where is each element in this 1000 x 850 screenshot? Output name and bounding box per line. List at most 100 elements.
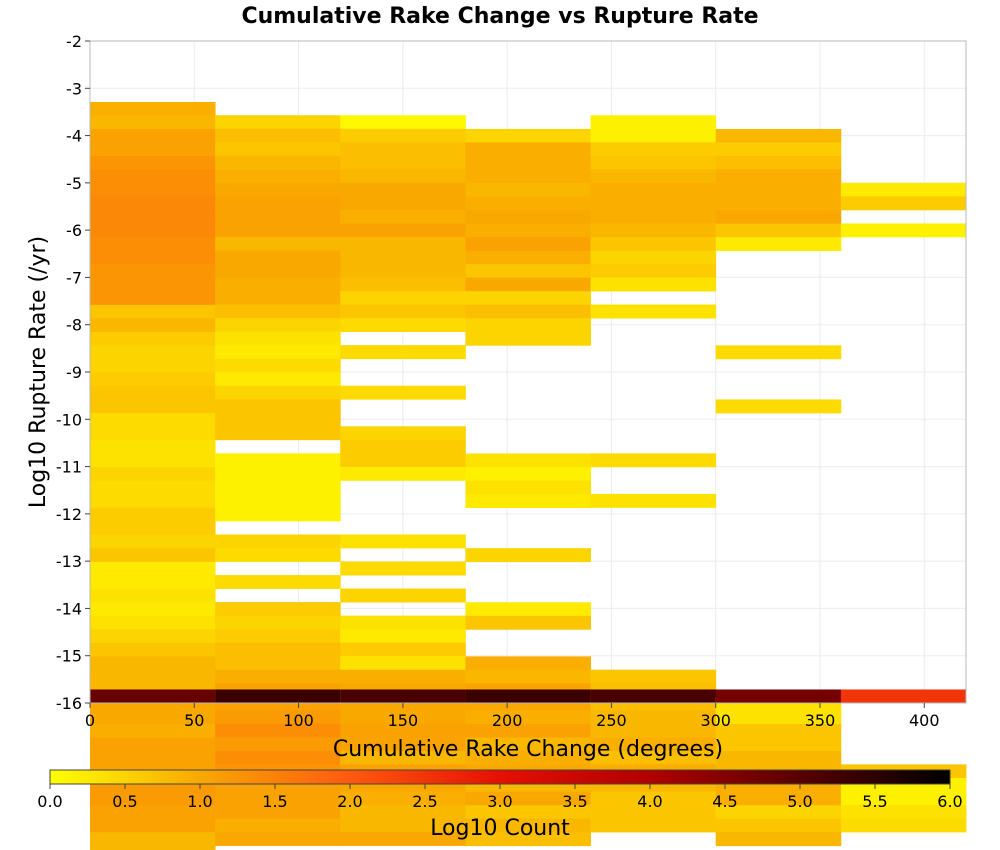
heatmap-cell-1-27 (215, 480, 341, 495)
heatmap-cell-5-44 (715, 723, 842, 738)
x-tick-label-7: 350 (805, 711, 836, 730)
heatmap-cell-0-12 (90, 264, 216, 279)
heatmap-cell-1-14 (215, 304, 341, 319)
heatmap-cell-0-34 (90, 561, 216, 576)
colorbar-tick-label-2: 1.0 (187, 792, 212, 811)
heatmap-cell-4-28 (590, 493, 717, 508)
heatmap-cell-0-3 (90, 142, 216, 157)
heatmap-cell-0-46 (90, 724, 216, 739)
heatmap-cell-0-15 (90, 304, 216, 319)
chart-title: Cumulative Rake Change vs Rupture Rate (241, 4, 758, 29)
y-tick-label-9: -11 (56, 458, 82, 477)
heatmap-cell-3-10 (465, 264, 591, 279)
heatmap-cell-5-1 (715, 142, 842, 157)
heatmap-cell-2-50 (340, 791, 466, 806)
heatmap-cell-0-1 (90, 115, 216, 130)
heatmap-cell-3-53 (465, 689, 591, 704)
heatmap-cell-0-5 (90, 169, 216, 184)
heatmap-cell-5-7 (715, 223, 842, 238)
heatmap-cell-4-53 (590, 689, 717, 704)
heatmap-cell-0-25 (90, 440, 216, 455)
heatmap-cell-1-32 (215, 547, 341, 562)
heatmap-cell-3-9 (465, 250, 591, 265)
heatmap-cell-6-46 (840, 804, 967, 819)
y-tick-label-4: -6 (66, 221, 82, 240)
heatmap-cell-0-28 (90, 480, 216, 495)
heatmap-cell-0-32 (90, 534, 216, 549)
y-tick-label-2: -4 (66, 127, 82, 146)
heatmap-cell-2-13 (340, 291, 466, 305)
heatmap-cell-4-3 (590, 155, 717, 170)
heatmap-cell-2-0 (340, 115, 466, 130)
heatmap-cell-2-23 (340, 426, 466, 441)
heatmap-cell-2-40 (340, 656, 466, 671)
heatmap-cell-1-10 (215, 250, 341, 265)
heatmap-cell-5-8 (715, 237, 842, 252)
heatmap-cell-3-50 (465, 805, 591, 820)
heatmap-cell-0-42 (90, 669, 216, 684)
heatmap-cell-1-22 (215, 412, 341, 427)
heatmap-cell-5-20 (715, 399, 842, 414)
heatmap-cell-1-34 (215, 575, 341, 589)
heatmap-cell-1-23 (215, 426, 341, 441)
heatmap-cell-2-46 (340, 737, 466, 752)
colorbar-tick-label-5: 2.5 (412, 792, 437, 811)
x-tick-label-0: 0 (85, 711, 95, 730)
heatmap-cell-3-13 (465, 304, 591, 319)
x-tick-label-5: 250 (596, 711, 627, 730)
heatmap-cell-5-49 (715, 791, 842, 806)
heatmap-cell-1-4 (215, 169, 341, 184)
y-tick-label-10: -12 (56, 505, 82, 524)
heatmap-cell-0-38 (90, 615, 216, 630)
y-tick-label-14: -16 (56, 694, 82, 713)
heatmap-cell-2-41 (340, 669, 466, 684)
x-tick-label-6: 300 (700, 711, 731, 730)
heatmap-cell-3-3 (465, 169, 591, 184)
heatmap-cell-1-51 (215, 804, 341, 819)
heatmap-cell-5-50 (715, 805, 842, 820)
heatmap-cell-0-57 (90, 689, 216, 704)
heatmap-cell-1-45 (215, 723, 341, 738)
heatmap-cell-2-38 (340, 629, 466, 644)
heatmap-cell-2-12 (340, 277, 466, 292)
colorbar-tick-label-8: 4.0 (637, 792, 662, 811)
heatmap-cell-2-31 (340, 534, 466, 549)
heatmap-cell-1-41 (215, 669, 341, 684)
heatmap-cell-4-9 (590, 236, 717, 251)
heatmap-cell-2-39 (340, 642, 466, 657)
heatmap-cell-4-11 (590, 263, 717, 278)
heatmap-cell-1-3 (215, 155, 341, 170)
heatmap-cell-5-2 (715, 155, 842, 170)
heatmap-cell-4-0 (590, 115, 717, 130)
heatmap-cell-2-25 (340, 453, 466, 468)
heatmap-cell-0-51 (90, 791, 216, 806)
heatmap-cell-0-55 (90, 845, 216, 850)
heatmap-cell-3-11 (465, 277, 591, 292)
heatmap-cell-5-51 (715, 818, 842, 833)
heatmap-cell-1-50 (215, 791, 341, 806)
heatmap-cell-3-44 (465, 723, 591, 738)
heatmap-cell-4-50 (590, 791, 717, 806)
heatmap-cell-4-52 (590, 818, 717, 833)
heatmap-cell-0-52 (90, 805, 216, 820)
heatmap-cell-1-37 (215, 615, 341, 630)
heatmap-cell-4-41 (590, 669, 717, 684)
heatmap-cell-2-20 (340, 385, 466, 400)
heatmap-cell-0-2 (90, 129, 216, 143)
heatmap-cell-5-16 (715, 345, 842, 360)
y-tick-label-11: -13 (56, 552, 82, 571)
heatmap-cell-5-3 (715, 169, 842, 184)
heatmap-cell-2-51 (340, 804, 466, 819)
heatmap-cell-1-31 (215, 534, 341, 549)
heatmap-cell-2-5 (340, 182, 466, 197)
y-tick-label-7: -9 (66, 363, 82, 382)
heatmap-cell-2-1 (340, 128, 466, 143)
heatmap-cell-4-7 (590, 209, 717, 224)
heatmap-cell-3-8 (465, 237, 591, 252)
heatmap-cell-3-24 (465, 453, 591, 468)
heatmap-cell-3-12 (465, 291, 591, 306)
heatmap-cell-3-36 (465, 615, 591, 630)
heatmap-cell-1-25 (215, 453, 341, 468)
heatmap-cell-3-0 (465, 128, 591, 143)
heatmap-cell-4-25 (590, 453, 717, 468)
